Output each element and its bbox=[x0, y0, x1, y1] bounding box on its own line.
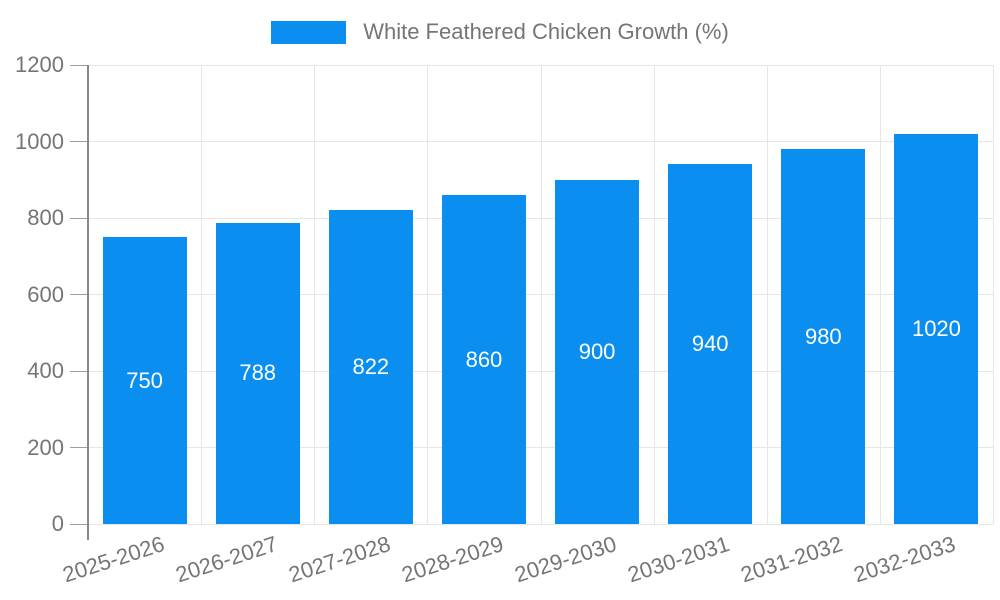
y-tick-mark bbox=[70, 523, 88, 525]
bar[interactable] bbox=[555, 179, 640, 524]
y-tick-mark bbox=[70, 294, 88, 295]
bar[interactable] bbox=[441, 195, 526, 524]
y-axis-line bbox=[87, 65, 89, 540]
y-tick-mark bbox=[70, 370, 88, 372]
y-tick-mark bbox=[70, 141, 88, 142]
x-gridline bbox=[314, 65, 316, 524]
y-tick-label: 200 bbox=[27, 434, 64, 460]
bar[interactable] bbox=[102, 237, 187, 524]
y-tick-mark bbox=[70, 217, 88, 219]
legend: White Feathered Chicken Growth (%) bbox=[0, 19, 1000, 45]
x-gridline bbox=[427, 65, 429, 524]
y-tick-label: 400 bbox=[27, 358, 64, 383]
bar-value-label: 750 bbox=[126, 367, 163, 393]
bar-value-label: 980 bbox=[804, 323, 842, 349]
bar[interactable] bbox=[781, 149, 866, 524]
x-gridline bbox=[653, 65, 655, 524]
x-gridline bbox=[201, 65, 203, 524]
y-tick-label: 1200 bbox=[15, 52, 64, 77]
bar-value-label: 822 bbox=[352, 353, 390, 379]
y-tick-label: 600 bbox=[27, 281, 64, 307]
bar[interactable] bbox=[215, 222, 300, 524]
legend-label: White Feathered Chicken Growth (%) bbox=[363, 19, 729, 44]
bar-value-label: 788 bbox=[239, 360, 277, 386]
bar[interactable] bbox=[328, 209, 413, 524]
y-tick-label: 800 bbox=[27, 205, 64, 230]
y-tick-label: 1000 bbox=[15, 128, 64, 154]
y-tick-label: 0 bbox=[51, 511, 64, 536]
x-gridline bbox=[993, 65, 994, 524]
y-tick-mark bbox=[70, 64, 88, 66]
y-tick-mark bbox=[70, 447, 88, 448]
bar[interactable] bbox=[894, 133, 979, 524]
bar-value-label: 940 bbox=[691, 331, 729, 357]
bar-value-label: 860 bbox=[465, 346, 503, 372]
x-gridline bbox=[766, 65, 768, 524]
bar[interactable] bbox=[668, 164, 753, 524]
x-gridline bbox=[879, 65, 881, 524]
bar-value-label: 900 bbox=[578, 338, 616, 364]
x-gridline bbox=[540, 65, 542, 524]
y-gridline bbox=[88, 523, 993, 525]
bar-value-label: 1020 bbox=[911, 315, 961, 341]
legend-swatch bbox=[271, 20, 347, 44]
